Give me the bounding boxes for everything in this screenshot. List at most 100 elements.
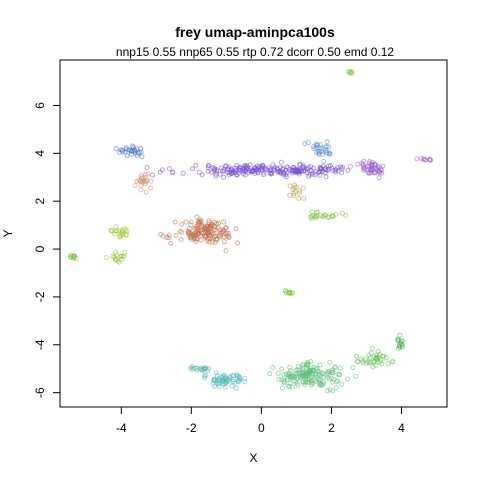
data-point [140, 174, 145, 180]
data-point [363, 360, 369, 366]
data-point [118, 253, 124, 259]
data-point [203, 372, 209, 378]
data-point [221, 234, 227, 240]
data-point [369, 345, 375, 351]
data-point [271, 166, 277, 172]
data-point [377, 359, 383, 365]
y-axis-label: Y [1, 229, 15, 237]
data-point [223, 380, 229, 386]
data-point [291, 191, 297, 196]
data-point [323, 174, 329, 180]
data-point [309, 371, 315, 377]
data-points [67, 68, 434, 394]
data-point [309, 209, 315, 215]
data-point [348, 69, 354, 75]
data-point [216, 233, 222, 239]
data-point [301, 195, 307, 201]
data-point [214, 168, 220, 174]
data-point [226, 164, 232, 170]
data-point [305, 361, 310, 367]
data-point [132, 147, 138, 153]
data-point [216, 220, 222, 226]
data-point [236, 170, 242, 176]
data-point [333, 365, 339, 371]
data-point [187, 235, 193, 241]
data-point [148, 185, 153, 191]
data-point [144, 178, 150, 184]
data-point [322, 212, 328, 218]
data-point [221, 167, 227, 173]
data-point [138, 187, 144, 193]
data-point [188, 365, 194, 371]
data-point [378, 167, 384, 173]
data-point [196, 169, 202, 175]
data-point [333, 385, 339, 391]
data-point [330, 168, 336, 173]
data-point [333, 167, 339, 173]
data-point [112, 231, 118, 237]
data-point [316, 170, 321, 175]
data-point [113, 224, 119, 230]
data-point [130, 143, 136, 149]
data-point [160, 233, 166, 239]
data-point [206, 366, 212, 372]
data-point [150, 172, 155, 178]
data-point [328, 163, 333, 169]
data-point [195, 221, 201, 227]
data-point [289, 290, 295, 296]
data-point [166, 235, 172, 241]
data-point [296, 195, 302, 201]
data-point [113, 146, 119, 151]
data-point [295, 363, 301, 369]
data-point [236, 165, 242, 171]
data-point [309, 171, 315, 177]
data-point [317, 172, 323, 178]
data-point [338, 164, 343, 170]
data-point [159, 167, 165, 173]
data-point [291, 185, 297, 191]
data-point [242, 379, 248, 384]
data-point [423, 157, 429, 163]
data-point [399, 342, 405, 348]
data-point [127, 148, 133, 153]
data-point [301, 380, 307, 386]
data-point [193, 239, 199, 245]
data-point [213, 227, 219, 233]
data-point [314, 366, 320, 371]
data-point [226, 235, 232, 241]
x-axis-label: X [249, 451, 257, 465]
data-point [168, 240, 174, 246]
data-point [206, 218, 212, 224]
y-tick-label: 4 [33, 150, 47, 157]
data-point [309, 216, 315, 222]
data-point [380, 163, 386, 169]
chart-subtitle: nnp15 0.55 nnp65 0.55 rtp 0.72 dcorr 0.5… [116, 45, 395, 59]
data-point [327, 150, 333, 156]
x-axis: -4 -2 0 2 4 [116, 406, 405, 435]
data-point [119, 147, 125, 153]
data-point [139, 154, 145, 160]
data-point [221, 219, 227, 225]
data-point [232, 165, 238, 171]
data-point [374, 352, 380, 358]
data-point [199, 172, 205, 178]
data-point [211, 223, 217, 229]
y-tick-label: 6 [33, 102, 47, 109]
data-point [193, 233, 199, 239]
y-tick-label: -4 [33, 339, 47, 350]
data-point [261, 170, 267, 176]
x-tick-label: 2 [328, 421, 335, 435]
data-point [123, 145, 129, 151]
data-point [179, 221, 185, 227]
data-point [330, 214, 336, 220]
data-point [368, 350, 374, 356]
data-point [263, 166, 269, 172]
data-point [320, 374, 326, 380]
data-point [226, 172, 232, 178]
data-point [390, 359, 395, 365]
data-point [278, 169, 284, 175]
data-point [306, 370, 312, 376]
data-point [275, 371, 281, 376]
data-point [279, 377, 285, 383]
data-point [213, 370, 219, 376]
